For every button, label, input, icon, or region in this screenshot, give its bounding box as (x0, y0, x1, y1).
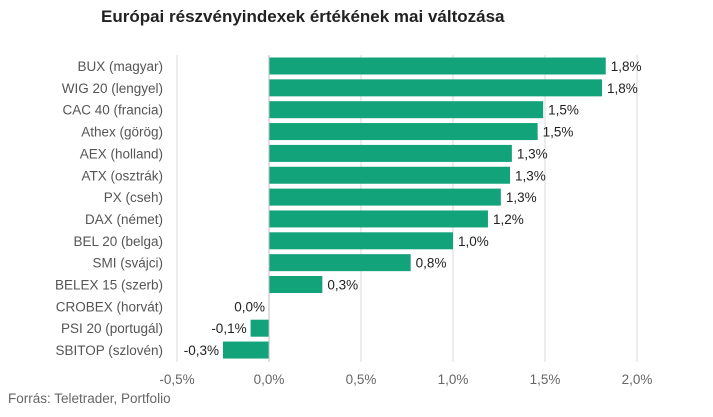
x-tick-label: 2,0% (622, 372, 653, 387)
category-label: PX (cseh) (104, 190, 163, 205)
x-tick-label: 1,0% (438, 372, 469, 387)
value-label: 1,5% (543, 125, 574, 140)
value-label: 1,3% (515, 168, 546, 183)
source-note: Forrás: Teletrader, Portfolio (8, 391, 171, 406)
x-axis-tick-labels: -0,5% 0,0% 0,5% 1,0% 1,5% 2,0% (159, 372, 652, 387)
category-label: BELEX 15 (szerb) (55, 278, 163, 293)
bar (269, 232, 453, 250)
category-label: BUX (magyar) (77, 59, 163, 74)
bar (269, 123, 538, 141)
value-label: 1,5% (548, 103, 579, 118)
x-tick-label: 0,5% (346, 372, 377, 387)
category-label: SBITOP (szlovén) (55, 343, 163, 358)
value-labels: 1,8% 1,8% 1,5% 1,5% 1,3% 1,3% 1,3% 1,2% 1,0% 0,8%… (184, 59, 642, 358)
value-label: -0,1% (211, 321, 246, 336)
grid-lines (176, 55, 638, 362)
value-label: 1,2% (493, 212, 524, 227)
category-label: BEL 20 (belga) (73, 234, 163, 249)
category-label: DAX (német) (85, 212, 163, 227)
category-label: AEX (holland) (80, 146, 163, 161)
bar (269, 166, 511, 184)
chart-title: Európai részvényindexek értékének mai vá… (101, 7, 505, 26)
value-label: 1,3% (517, 146, 548, 161)
bar (269, 57, 606, 75)
category-labels: BUX (magyar) WIG 20 (lengyel) CAC 40 (fran… (55, 59, 163, 358)
value-label: 1,8% (611, 59, 642, 74)
value-label: 0,0% (234, 299, 265, 314)
category-label: SMI (svájci) (93, 256, 164, 271)
category-label: Athex (görög) (81, 125, 163, 140)
value-label: 1,3% (506, 190, 537, 205)
bar (269, 188, 501, 206)
category-label: CROBEX (horvát) (56, 299, 163, 314)
value-label: 0,8% (416, 256, 447, 271)
bar (269, 276, 323, 293)
x-tick-label: 0,0% (254, 372, 285, 387)
value-label: 0,3% (327, 278, 358, 293)
bar (223, 341, 269, 359)
category-label: CAC 40 (francia) (62, 103, 163, 118)
value-label: 1,0% (458, 234, 489, 249)
x-tick-label: 1,5% (530, 372, 561, 387)
bar (269, 79, 603, 97)
value-label: 1,8% (607, 81, 638, 96)
category-label: WIG 20 (lengyel) (62, 81, 163, 96)
bars (223, 57, 606, 359)
value-label: -0,3% (184, 343, 219, 358)
x-tick-label: -0,5% (159, 372, 194, 387)
bar (250, 319, 269, 337)
bar (269, 210, 488, 228)
bar (269, 254, 411, 272)
category-label: ATX (osztrák) (81, 168, 163, 183)
bar (269, 101, 544, 119)
category-label: PSI 20 (portugál) (61, 321, 163, 336)
bar (269, 144, 512, 162)
